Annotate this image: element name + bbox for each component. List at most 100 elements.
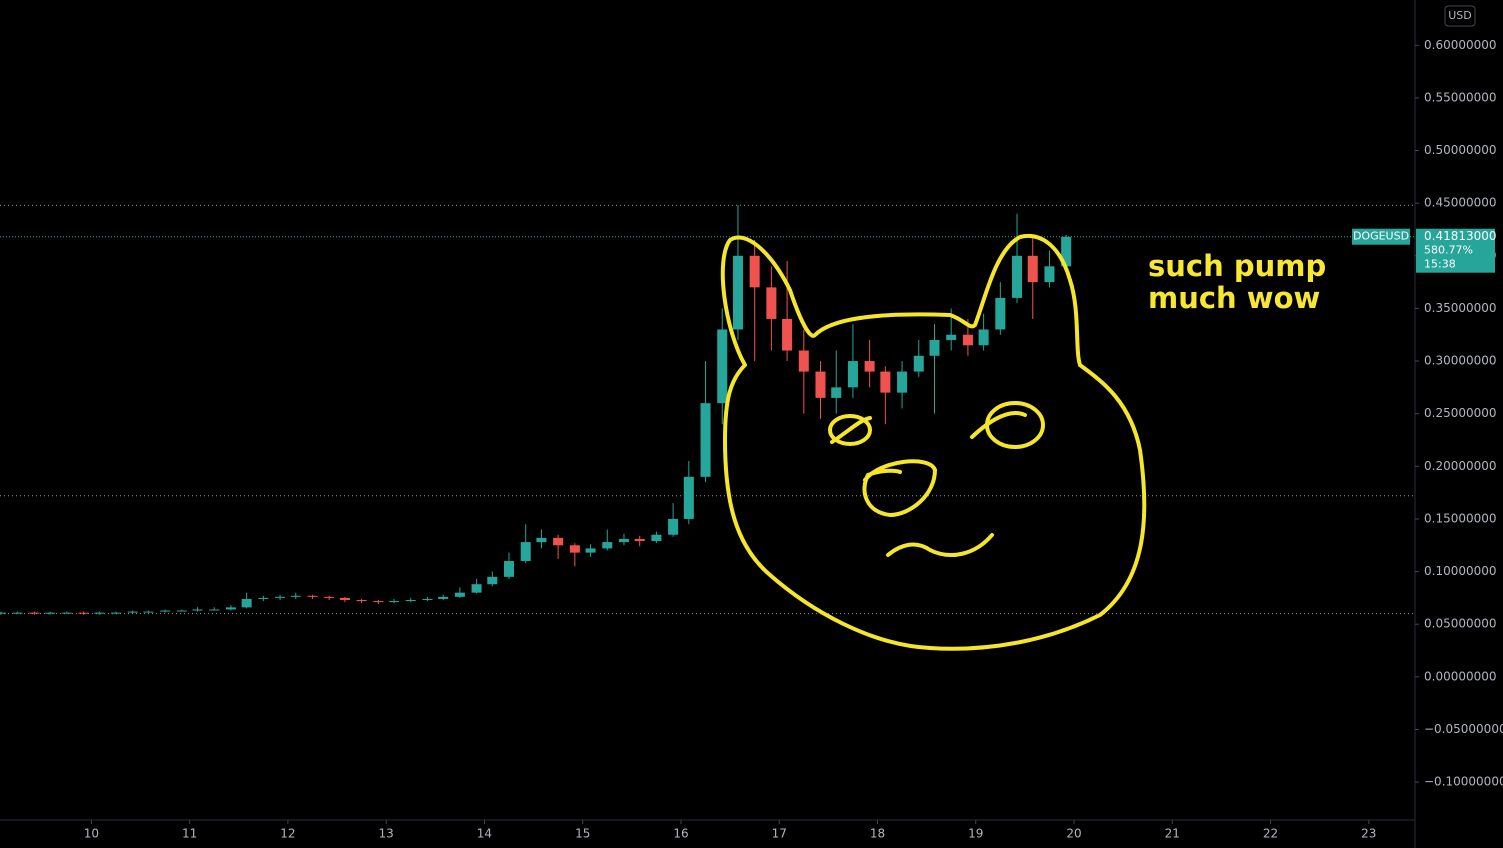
candle-body	[732, 255, 743, 330]
candle-body	[12, 612, 23, 614]
candle-body	[651, 534, 662, 542]
candle-body	[929, 340, 940, 356]
candle-body	[798, 350, 809, 372]
y-tick-label: 0.15000000	[1424, 511, 1497, 525]
change: 580.77%	[1424, 244, 1473, 257]
candle-body	[78, 612, 89, 614]
x-tick-label: 23	[1361, 827, 1376, 841]
candle-body	[782, 318, 793, 351]
y-tick-label: −0.10000000	[1424, 775, 1503, 789]
candle-body	[258, 597, 269, 599]
candle-body	[29, 612, 40, 614]
candle-body	[241, 598, 252, 608]
candle-body	[569, 545, 580, 553]
y-tick-label: 0.20000000	[1424, 459, 1497, 473]
candle-body	[339, 597, 350, 600]
candle-body	[1012, 255, 1023, 298]
doodle-mouth	[886, 533, 994, 557]
candle-body	[389, 601, 400, 603]
candle-body	[1044, 266, 1055, 283]
y-tick-label: −0.05000000	[1424, 722, 1503, 736]
candle-body	[585, 548, 596, 553]
candle-body	[373, 601, 384, 603]
candle-body	[520, 542, 531, 562]
y-tick-label: 0.30000000	[1424, 354, 1497, 368]
candle-body	[192, 609, 203, 611]
x-tick-label: 20	[1066, 827, 1081, 841]
y-tick-label: 0.25000000	[1424, 406, 1497, 420]
symbol-badge	[1352, 228, 1410, 245]
candle-body	[225, 607, 236, 610]
candle-body	[471, 584, 482, 593]
candle-body	[160, 610, 171, 612]
candle-body	[438, 596, 449, 599]
candle-body	[700, 403, 711, 477]
candle-body	[602, 542, 613, 549]
y-tick-label: 0.35000000	[1424, 301, 1497, 315]
candle-body	[815, 371, 826, 398]
y-tick-label: 0.45000000	[1424, 196, 1497, 210]
candle-body	[978, 329, 989, 346]
y-tick-label: 0.00000000	[1424, 669, 1497, 683]
candle-body	[454, 592, 465, 597]
candle-body	[717, 329, 728, 404]
doodle-face	[720, 234, 1147, 651]
candle-body	[880, 371, 891, 393]
y-tick-label: 0.05000000	[1424, 617, 1497, 631]
candle-body	[209, 609, 220, 611]
candle-body	[307, 595, 318, 597]
candle-body	[94, 612, 105, 614]
doodle-eye	[985, 401, 1045, 449]
x-tick-label: 19	[968, 827, 983, 841]
x-tick-label: 18	[870, 827, 885, 841]
candle-body	[487, 576, 498, 585]
candle-body	[0, 612, 6, 614]
candle-body	[503, 561, 515, 577]
candle-body	[422, 598, 433, 600]
x-tick-label: 16	[673, 827, 688, 841]
doodle-eye	[830, 416, 872, 444]
candle-body	[683, 476, 694, 519]
x-tick-label: 14	[477, 827, 492, 841]
candle-body	[749, 255, 760, 288]
candle-body	[143, 611, 154, 613]
symbol: DOGEUSD	[1353, 230, 1409, 243]
annotation: such pump	[1148, 249, 1326, 283]
currency-button[interactable]	[1444, 5, 1476, 27]
y-tick-label: 0.55000000	[1424, 90, 1497, 104]
candle-body	[356, 600, 367, 602]
annotation: much wow	[1148, 281, 1320, 315]
price-badge	[1416, 228, 1495, 273]
x-tick-label: 15	[575, 827, 590, 841]
candle-body	[61, 612, 72, 614]
currency[interactable]: USD	[1448, 9, 1472, 22]
candle-body	[324, 596, 335, 598]
candle-body	[275, 596, 286, 598]
candle-body	[847, 361, 858, 388]
x-tick-label: 12	[280, 827, 295, 841]
last-price: 0.41813000	[1424, 229, 1497, 243]
candle-body	[618, 538, 629, 543]
x-tick-label: 22	[1263, 827, 1278, 841]
candle-body	[176, 610, 187, 612]
candle-body	[831, 387, 842, 398]
doodle-nose	[862, 459, 938, 518]
candle-body	[946, 334, 957, 340]
x-tick-label: 17	[772, 827, 787, 841]
candle-body	[1061, 236, 1072, 267]
candle-body	[864, 361, 875, 372]
candle-body	[668, 518, 679, 535]
candle-body	[405, 600, 416, 602]
doodle-eye	[970, 410, 1027, 439]
candle-body	[127, 611, 138, 613]
candle-body	[110, 612, 121, 614]
candle-body	[995, 297, 1006, 330]
y-tick-label: 0.60000000	[1424, 38, 1497, 52]
y-tick-label: 0.50000000	[1424, 143, 1497, 157]
countdown: 15:38	[1424, 258, 1456, 271]
candle-body	[634, 538, 645, 542]
candle-body	[962, 334, 973, 346]
x-tick-label: 11	[182, 827, 197, 841]
